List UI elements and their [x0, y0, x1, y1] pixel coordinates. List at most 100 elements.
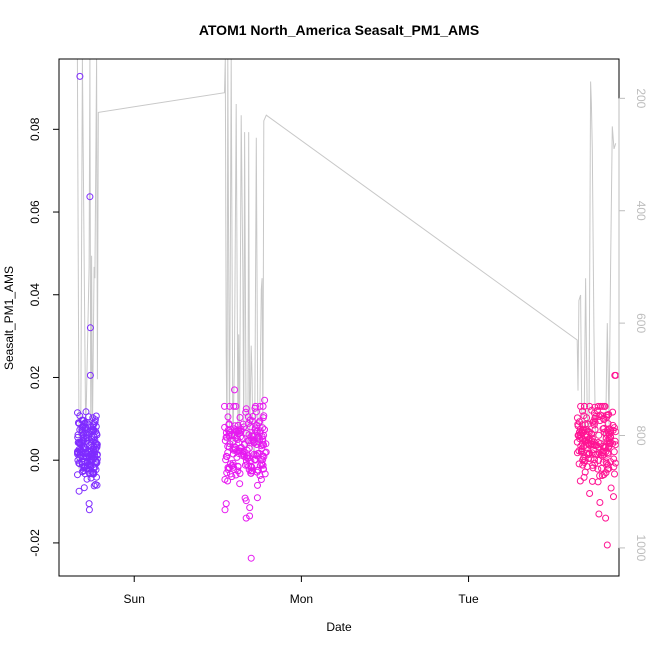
- data-point: [257, 476, 265, 483]
- data-point: [261, 449, 269, 457]
- data-point: [232, 428, 240, 436]
- data-point: [253, 428, 261, 436]
- data-point: [603, 413, 611, 421]
- data-point: [246, 504, 254, 512]
- data-point: [230, 466, 238, 473]
- data-point-outlier: [247, 554, 255, 562]
- data-point: [236, 470, 244, 477]
- data-point: [232, 402, 240, 410]
- data-point: [91, 481, 99, 488]
- data-point: [253, 452, 261, 460]
- data-point: [74, 456, 82, 464]
- data-point: [87, 443, 95, 451]
- data-point: [75, 419, 83, 427]
- data-point: [223, 453, 231, 461]
- data-point: [598, 452, 606, 460]
- data-point: [236, 480, 244, 488]
- data-point: [74, 431, 82, 439]
- data-point: [79, 430, 87, 438]
- data-point-outlier: [611, 371, 619, 379]
- data-point: [93, 459, 101, 467]
- right-tick-label: 200: [634, 88, 648, 108]
- data-point: [602, 458, 610, 466]
- data-point: [610, 448, 618, 456]
- data-point: [82, 408, 90, 416]
- data-point: [249, 467, 256, 475]
- data-point: [609, 426, 617, 434]
- data-point: [591, 418, 599, 426]
- data-point: [237, 433, 244, 441]
- data-point: [602, 443, 610, 451]
- data-point: [588, 477, 596, 485]
- data-point: [74, 449, 82, 456]
- y-tick-label: 0.08: [28, 117, 42, 141]
- data-point-outlier: [75, 487, 83, 495]
- data-point: [579, 456, 587, 464]
- right-tick-label: 400: [634, 201, 648, 221]
- data-point: [227, 460, 235, 468]
- data-point: [81, 470, 89, 478]
- data-point: [610, 463, 618, 471]
- data-point: [596, 472, 604, 480]
- data-point: [248, 417, 256, 425]
- data-point: [595, 457, 602, 464]
- data-point: [246, 423, 254, 431]
- data-point: [92, 412, 100, 420]
- data-point-outlier: [595, 510, 603, 518]
- data-point: [575, 418, 583, 426]
- data-point: [584, 451, 592, 458]
- data-point: [259, 402, 267, 410]
- data-point: [230, 445, 238, 453]
- data-point: [260, 453, 268, 460]
- y-tick-label: 0.00: [28, 448, 42, 472]
- data-point: [90, 470, 98, 478]
- data-point: [588, 434, 596, 442]
- data-point: [250, 432, 258, 440]
- data-point-outlier: [602, 514, 610, 522]
- data-point: [239, 420, 247, 428]
- data-point: [93, 431, 101, 439]
- data-point: [583, 463, 591, 471]
- data-point: [588, 449, 596, 457]
- data-point: [81, 426, 89, 434]
- data-point: [600, 424, 608, 432]
- data-point: [600, 471, 608, 479]
- right-tick-label: 800: [634, 425, 648, 445]
- data-point: [224, 477, 232, 485]
- data-point-outlier: [76, 72, 84, 80]
- data-point: [261, 426, 268, 434]
- right-axis: 200 400 600 800 1000: [618, 88, 648, 562]
- data-point: [592, 450, 600, 458]
- data-point: [596, 499, 604, 506]
- data-point: [609, 408, 617, 416]
- data-point: [240, 440, 248, 448]
- data-point: [594, 478, 602, 486]
- data-point: [573, 414, 581, 422]
- data-point: [221, 423, 229, 431]
- data-point-outlier: [261, 396, 269, 404]
- data-point: [594, 465, 602, 473]
- data-point-outlier: [85, 500, 93, 508]
- data-point: [258, 461, 266, 469]
- data-point: [229, 450, 237, 458]
- data-point: [256, 402, 264, 410]
- data-point: [578, 447, 586, 455]
- data-point: [577, 402, 585, 410]
- data-point: [83, 450, 91, 458]
- data-point: [599, 458, 607, 466]
- data-point: [81, 462, 89, 470]
- right-tick-label: 1000: [634, 535, 648, 562]
- data-point: [254, 481, 261, 489]
- plot-area-frame: [58, 58, 620, 577]
- data-point: [598, 464, 605, 472]
- data-point: [242, 408, 250, 416]
- data-point: [92, 439, 100, 447]
- data-point-outlier: [222, 500, 230, 508]
- data-point: [221, 506, 229, 514]
- data-point: [245, 444, 253, 452]
- data-point: [81, 448, 89, 456]
- pressure-line-layer: [76, 58, 617, 470]
- data-point: [83, 434, 91, 442]
- data-point: [576, 477, 584, 485]
